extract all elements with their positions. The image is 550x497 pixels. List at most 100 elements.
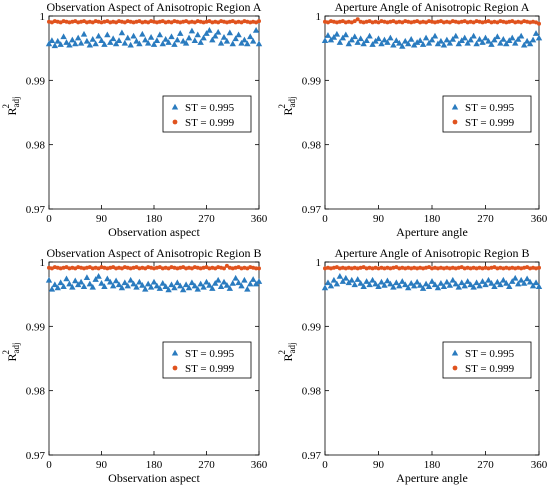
data-point-triangle <box>174 36 181 43</box>
data-point-circle <box>450 265 455 270</box>
data-point-circle <box>534 266 539 271</box>
data-point-triangle <box>66 280 73 287</box>
legend-entry-label: ST = 0.995 <box>185 102 235 114</box>
y-axis-label-sup: 2 <box>277 104 287 109</box>
data-point-triangle <box>402 37 409 44</box>
data-point-triangle <box>497 281 504 288</box>
data-point-circle <box>430 19 434 24</box>
data-point-triangle <box>203 30 210 36</box>
data-point-triangle <box>399 43 406 49</box>
data-point-triangle <box>357 280 364 286</box>
chart-panel-3: Observation Aspect of Anisotropic Region… <box>1 246 268 485</box>
data-point-triangle <box>390 283 397 290</box>
data-point-circle <box>343 266 348 271</box>
data-point-circle <box>349 266 354 271</box>
data-point-triangle <box>232 274 239 281</box>
data-point-triangle <box>168 33 175 40</box>
data-point-circle <box>456 265 461 270</box>
data-point-triangle <box>194 285 201 292</box>
data-point-triangle <box>229 40 236 47</box>
data-point-triangle <box>330 34 338 40</box>
data-point-circle <box>489 20 494 25</box>
data-point-triangle <box>92 40 99 47</box>
data-point-triangle <box>107 39 114 45</box>
data-point-triangle <box>535 283 543 290</box>
y-axis-label-sub: adj <box>287 96 297 107</box>
data-point-triangle <box>378 40 385 47</box>
data-point-triangle <box>162 283 169 290</box>
data-point-circle <box>531 19 536 24</box>
data-point-triangle <box>321 37 329 44</box>
data-point-circle <box>504 20 509 25</box>
data-point-circle <box>421 266 426 271</box>
data-point-triangle <box>339 34 347 41</box>
data-point-triangle <box>133 37 140 44</box>
data-point-triangle <box>249 37 257 44</box>
data-point-circle <box>352 265 357 270</box>
chart-title: Observation Aspect of Anisotropic Region… <box>47 246 262 260</box>
data-point-circle <box>224 263 229 268</box>
data-point-triangle <box>354 276 361 282</box>
data-point-circle <box>418 265 423 270</box>
data-point-triangle <box>327 282 335 289</box>
data-point-triangle <box>410 282 418 289</box>
data-point-triangle <box>185 284 193 291</box>
data-point-triangle <box>147 283 155 290</box>
data-point-circle <box>346 265 351 270</box>
data-point-circle <box>409 20 414 25</box>
data-point-triangle <box>77 39 85 46</box>
data-point-triangle <box>470 32 477 39</box>
data-point-triangle <box>443 36 451 43</box>
legend-frame <box>162 341 252 379</box>
data-point-triangle <box>177 30 184 36</box>
data-point-triangle <box>206 26 213 33</box>
data-point-circle <box>373 19 378 24</box>
legend-entry-label: ST = 0.999 <box>465 363 515 375</box>
data-point-triangle <box>324 279 332 286</box>
y-tick-label: 1 <box>40 11 46 23</box>
data-point-triangle <box>101 283 108 290</box>
data-point-circle <box>323 19 327 24</box>
data-point-circle <box>222 266 226 271</box>
data-point-triangle <box>512 274 519 281</box>
data-point-triangle <box>422 34 430 41</box>
legend: ST = 0.995 ST = 0.999 <box>162 341 252 379</box>
data-point-triangle <box>220 278 228 285</box>
y-tick-label: 1 <box>316 257 322 269</box>
data-point-circle <box>328 19 333 24</box>
data-point-circle <box>525 19 530 24</box>
series-2 <box>323 265 541 271</box>
data-point-triangle <box>133 283 140 290</box>
data-point-circle <box>352 19 357 24</box>
data-point-triangle <box>171 41 178 47</box>
data-point-triangle <box>54 37 61 44</box>
data-point-circle <box>421 19 426 24</box>
data-point-triangle <box>479 278 486 284</box>
data-point-triangle <box>115 281 123 288</box>
legend-marker-circle <box>172 365 178 371</box>
x-tick-label: 180 <box>146 213 163 225</box>
data-point-triangle <box>523 275 531 282</box>
data-point-triangle <box>63 39 70 45</box>
chart-panel-2: Aperture Angle of Anisotropic Region A 0 9… <box>277 0 548 239</box>
legend-frame <box>442 95 532 133</box>
chart-title: Aperture Angle of Anisotropic Region A <box>335 0 530 14</box>
legend-marker-triangle <box>171 349 179 356</box>
data-point-triangle <box>393 37 400 44</box>
data-point-triangle <box>95 32 102 39</box>
data-point-triangle <box>98 280 105 286</box>
data-point-triangle <box>229 280 236 286</box>
data-point-triangle <box>529 282 537 289</box>
data-point-circle <box>406 265 411 270</box>
legend-entry-label: ST = 0.999 <box>185 117 235 129</box>
data-point-triangle <box>526 40 534 47</box>
data-point-triangle <box>333 30 341 37</box>
data-point-triangle <box>66 41 73 48</box>
data-point-triangle <box>109 35 117 42</box>
x-tick-label: 0 <box>46 459 52 471</box>
data-point-circle <box>501 19 506 24</box>
data-point-triangle <box>520 41 528 48</box>
data-point-triangle <box>194 31 201 38</box>
data-point-circle <box>424 265 429 270</box>
